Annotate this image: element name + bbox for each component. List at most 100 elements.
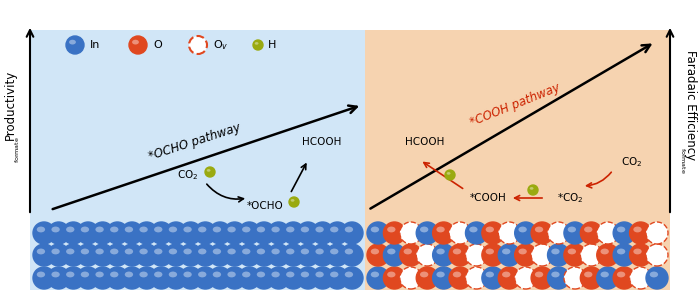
Circle shape bbox=[312, 244, 334, 266]
Circle shape bbox=[209, 267, 231, 289]
Text: $_{\mathrm{formate}}$: $_{\mathrm{formate}}$ bbox=[678, 146, 687, 173]
Circle shape bbox=[282, 222, 304, 244]
Ellipse shape bbox=[447, 172, 451, 175]
Circle shape bbox=[416, 267, 438, 289]
Ellipse shape bbox=[36, 271, 45, 278]
Circle shape bbox=[433, 244, 454, 266]
Circle shape bbox=[48, 267, 70, 289]
Circle shape bbox=[92, 244, 113, 266]
Ellipse shape bbox=[213, 271, 221, 278]
Circle shape bbox=[289, 197, 299, 207]
Ellipse shape bbox=[316, 271, 324, 278]
Ellipse shape bbox=[650, 271, 658, 278]
Circle shape bbox=[312, 267, 334, 289]
Ellipse shape bbox=[80, 271, 89, 278]
Circle shape bbox=[384, 267, 405, 289]
Circle shape bbox=[189, 36, 207, 54]
Ellipse shape bbox=[568, 226, 576, 232]
Circle shape bbox=[297, 244, 319, 266]
Circle shape bbox=[136, 244, 158, 266]
Circle shape bbox=[77, 267, 99, 289]
Circle shape bbox=[400, 244, 422, 266]
Circle shape bbox=[326, 244, 349, 266]
Circle shape bbox=[121, 222, 143, 244]
Circle shape bbox=[498, 267, 520, 289]
Ellipse shape bbox=[110, 226, 118, 232]
Ellipse shape bbox=[206, 169, 211, 172]
Circle shape bbox=[580, 267, 603, 289]
Bar bbox=[30, 30, 365, 290]
Circle shape bbox=[564, 244, 586, 266]
Circle shape bbox=[224, 267, 246, 289]
Ellipse shape bbox=[51, 249, 60, 254]
Ellipse shape bbox=[286, 249, 295, 254]
Circle shape bbox=[449, 244, 471, 266]
Circle shape bbox=[547, 267, 570, 289]
Circle shape bbox=[341, 244, 363, 266]
Ellipse shape bbox=[213, 249, 221, 254]
Text: *OCHO pathway: *OCHO pathway bbox=[147, 121, 243, 163]
Circle shape bbox=[367, 244, 389, 266]
Circle shape bbox=[416, 222, 438, 244]
Circle shape bbox=[253, 267, 275, 289]
Ellipse shape bbox=[228, 249, 236, 254]
Circle shape bbox=[209, 244, 231, 266]
Circle shape bbox=[121, 267, 143, 289]
Ellipse shape bbox=[66, 226, 74, 232]
Text: In: In bbox=[90, 40, 100, 50]
Ellipse shape bbox=[502, 249, 510, 254]
Circle shape bbox=[341, 222, 363, 244]
Circle shape bbox=[66, 36, 84, 54]
Ellipse shape bbox=[169, 249, 177, 254]
Circle shape bbox=[416, 244, 438, 266]
Ellipse shape bbox=[519, 249, 527, 254]
Circle shape bbox=[629, 267, 652, 289]
Circle shape bbox=[341, 267, 363, 289]
Ellipse shape bbox=[242, 271, 251, 278]
Circle shape bbox=[150, 244, 172, 266]
Circle shape bbox=[613, 244, 635, 266]
Ellipse shape bbox=[453, 271, 461, 278]
Circle shape bbox=[514, 244, 537, 266]
Ellipse shape bbox=[634, 226, 642, 232]
Ellipse shape bbox=[617, 226, 625, 232]
Circle shape bbox=[238, 222, 260, 244]
Ellipse shape bbox=[486, 226, 494, 232]
Circle shape bbox=[195, 267, 216, 289]
Ellipse shape bbox=[552, 249, 559, 254]
Circle shape bbox=[629, 244, 652, 266]
Circle shape bbox=[384, 244, 405, 266]
Circle shape bbox=[531, 222, 553, 244]
Circle shape bbox=[224, 244, 246, 266]
Circle shape bbox=[297, 267, 319, 289]
Circle shape bbox=[180, 244, 202, 266]
Ellipse shape bbox=[242, 249, 251, 254]
Circle shape bbox=[514, 267, 537, 289]
Ellipse shape bbox=[257, 249, 265, 254]
Circle shape bbox=[498, 244, 520, 266]
Circle shape bbox=[253, 244, 275, 266]
Circle shape bbox=[282, 267, 304, 289]
Ellipse shape bbox=[228, 226, 236, 232]
Circle shape bbox=[77, 222, 99, 244]
Circle shape bbox=[267, 267, 290, 289]
Circle shape bbox=[433, 222, 454, 244]
Ellipse shape bbox=[601, 249, 609, 254]
Ellipse shape bbox=[242, 226, 251, 232]
Circle shape bbox=[528, 185, 538, 195]
Ellipse shape bbox=[330, 271, 338, 278]
Circle shape bbox=[482, 244, 504, 266]
Circle shape bbox=[433, 267, 454, 289]
Circle shape bbox=[238, 267, 260, 289]
Ellipse shape bbox=[132, 40, 139, 44]
Ellipse shape bbox=[519, 226, 527, 232]
Circle shape bbox=[326, 222, 349, 244]
Ellipse shape bbox=[344, 249, 353, 254]
Circle shape bbox=[62, 267, 84, 289]
Ellipse shape bbox=[183, 249, 192, 254]
Ellipse shape bbox=[169, 226, 177, 232]
Circle shape bbox=[466, 244, 487, 266]
Ellipse shape bbox=[301, 249, 309, 254]
Ellipse shape bbox=[344, 271, 353, 278]
Circle shape bbox=[547, 244, 570, 266]
